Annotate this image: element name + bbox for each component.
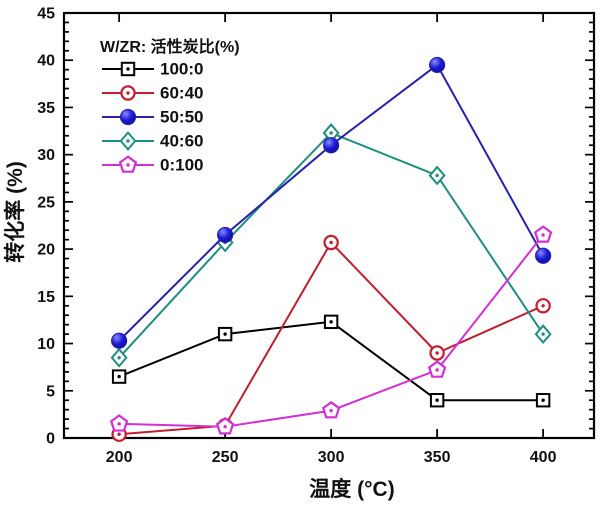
y-tick-label: 5 <box>46 383 55 400</box>
series-0-100 <box>109 225 553 435</box>
y-tick-label: 40 <box>37 53 55 70</box>
plot-frame <box>62 11 596 440</box>
series-100-0 <box>111 314 551 408</box>
legend-label: 60:40 <box>160 84 203 103</box>
x-axis-tick-labels: 200 250 300 350 400 <box>106 449 557 466</box>
x-tick-label: 400 <box>530 449 557 466</box>
y-tick-label: 30 <box>37 147 55 164</box>
legend-label: 0:100 <box>160 156 203 175</box>
x-tick-label: 350 <box>424 449 451 466</box>
legend-label: 50:50 <box>160 108 203 127</box>
legend-item-100-0: 100:0 <box>102 60 203 79</box>
legend-item-50-50: 50:50 <box>102 108 203 127</box>
y-axis-title: 转化率 (%) <box>3 161 27 263</box>
series-50-50 <box>111 56 552 349</box>
y-tick-label: 0 <box>46 431 55 448</box>
y-tick-label: 10 <box>37 336 55 353</box>
legend: W/ZR: 活性炭比(%) 100:0 60:40 50:50 40:60 0:100 <box>100 37 240 175</box>
x-tick-label: 300 <box>318 449 345 466</box>
x-axis-title: 温度 (°C) <box>309 477 394 501</box>
y-tick-label: 15 <box>37 289 55 306</box>
y-axis-ticks <box>64 12 594 439</box>
y-tick-label: 25 <box>37 194 55 211</box>
legend-item-0-100: 0:100 <box>102 155 203 175</box>
y-axis-tick-labels: 0 5 10 15 20 25 30 35 40 45 <box>37 6 55 448</box>
x-tick-label: 200 <box>106 449 133 466</box>
legend-item-60-40: 60:40 <box>102 84 203 103</box>
x-tick-label: 250 <box>212 449 239 466</box>
legend-label: 40:60 <box>160 132 203 151</box>
legend-label: 100:0 <box>160 60 203 79</box>
y-tick-label: 20 <box>37 242 55 259</box>
y-tick-label: 35 <box>37 100 55 117</box>
legend-item-40-60: 40:60 <box>102 131 203 151</box>
legend-title: W/ZR: 活性炭比(%) <box>100 37 240 56</box>
y-tick-label: 45 <box>37 6 55 23</box>
